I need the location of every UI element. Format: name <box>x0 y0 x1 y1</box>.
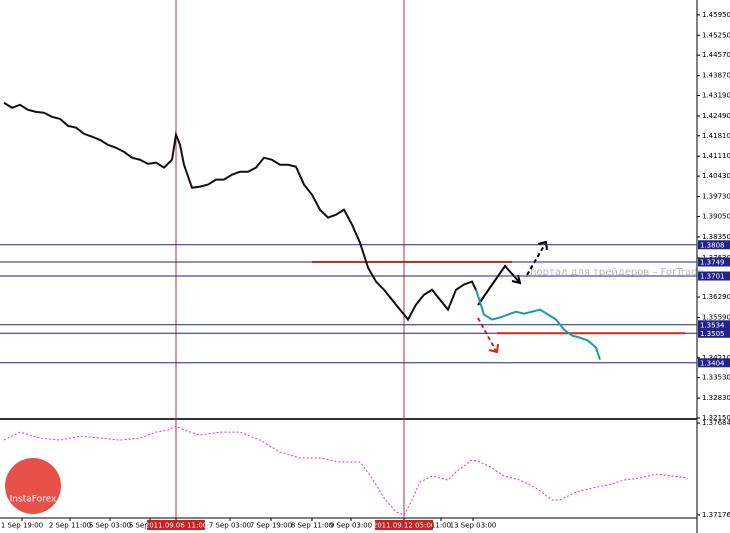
level-label-box <box>698 271 730 281</box>
level-label-box <box>698 240 730 250</box>
arrow <box>526 243 546 276</box>
y-tick-label: 1.37684 <box>702 419 730 427</box>
y-tick-label: 1.43870 <box>702 72 730 80</box>
level-label-box <box>698 320 730 330</box>
y-tick-label: 1.33530 <box>702 374 730 382</box>
arrow-head <box>488 343 499 354</box>
logo-badge <box>5 458 61 514</box>
arrow <box>477 264 521 306</box>
x-tick-label: 8 Sep 11:00 <box>291 522 333 530</box>
level-label: 1.3808 <box>700 241 725 249</box>
y-tick-label: 1.42490 <box>702 112 730 120</box>
y-tick-label: 1.39050 <box>702 212 730 220</box>
x-tick-label: 1 Sep 19:00 <box>1 522 43 530</box>
y-tick-label: 1.45250 <box>702 31 730 39</box>
forecast-arrows <box>477 240 548 354</box>
logo: InstaForex <box>5 458 61 514</box>
y-tick-label: 1.44570 <box>702 51 730 59</box>
arrow-head <box>511 274 522 285</box>
y-tick-label: 1.34210 <box>702 354 730 362</box>
x-tick-label: 13 Sep 03:00 <box>450 522 497 530</box>
level-label: 1.3701 <box>700 273 725 281</box>
level-label: 1.3404 <box>700 359 725 367</box>
logo-text: InstaForex <box>10 495 57 505</box>
y-tick-label: 1.36290 <box>702 293 730 301</box>
event-label-box <box>375 520 433 530</box>
x-tick-label: 2 Sep 11:00 <box>49 522 91 530</box>
y-tick-label: 1.41810 <box>702 132 730 140</box>
level-label: 1.3505 <box>700 330 725 338</box>
x-tick-label: 7 Sep 03:00 <box>209 522 251 530</box>
y-tick-label: 1.45950 <box>702 11 730 19</box>
level-label: 1.3534 <box>700 321 725 329</box>
y-tick-label: 1.39730 <box>702 193 730 201</box>
x-tick-label: 2011.09.06 11:00 <box>145 522 207 530</box>
y-tick-label: 1.37176 <box>702 511 730 519</box>
y-tick-label: 1.40430 <box>702 172 730 180</box>
event-label-box <box>147 520 205 530</box>
y-tick-label: 1.38350 <box>702 233 730 241</box>
y-tick-label: 1.32150 <box>702 414 730 422</box>
level-label-box <box>698 328 730 338</box>
y-tick-label: 1.32830 <box>702 394 730 402</box>
x-tick-label: 9 Sep 03:00 <box>330 522 372 530</box>
watermark: портал для трейдеров – ForTrade <box>530 267 704 278</box>
level-label: 1.3749 <box>700 259 725 267</box>
level-label-box <box>698 358 730 368</box>
y-tick-label: 1.41110 <box>702 152 730 160</box>
y-tick-label: 1.35590 <box>702 314 730 322</box>
x-tick-label: 2011.09.12 05:00 <box>373 522 435 530</box>
x-tick-label: 11:00 <box>431 522 451 530</box>
x-tick-label: 7 Sep 19:00 <box>250 522 292 530</box>
arrow-head <box>537 240 548 251</box>
level-label-box <box>698 257 730 267</box>
arrow <box>477 317 497 352</box>
y-tick-label: 1.43190 <box>702 91 730 99</box>
series-line <box>475 289 601 360</box>
x-tick-label: 5 Sep 03:00 <box>89 522 131 530</box>
series-line <box>3 101 477 322</box>
